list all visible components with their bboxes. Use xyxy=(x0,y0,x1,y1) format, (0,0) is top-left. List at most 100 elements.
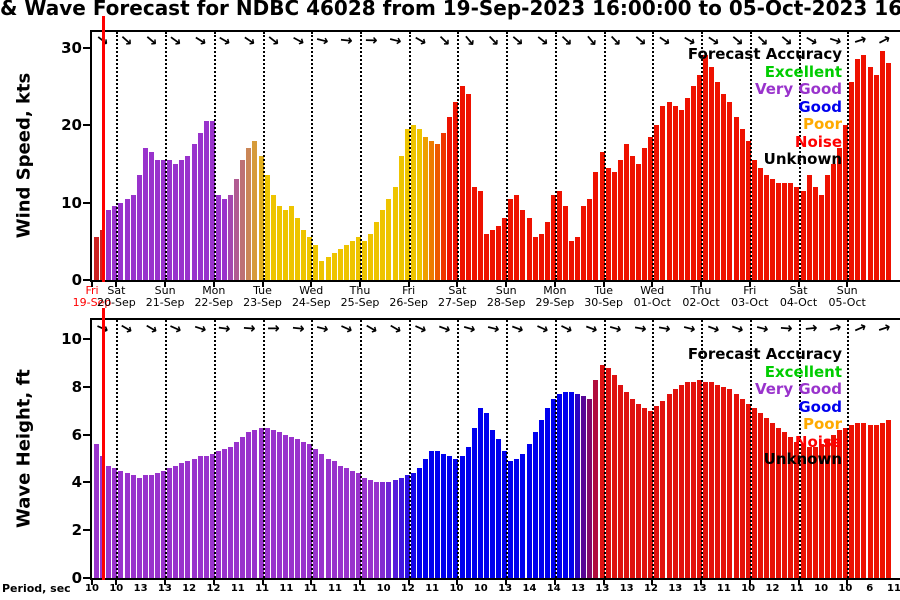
x-tick-mark xyxy=(651,282,654,287)
x-tick-mark xyxy=(261,580,264,585)
wind-speed-bar xyxy=(593,171,599,280)
wind-speed-bar xyxy=(569,241,575,280)
date-text: 03-Oct xyxy=(731,295,769,309)
wind-speed-bar xyxy=(331,252,337,280)
y-tick-mark xyxy=(83,338,91,341)
wind-speed-bar xyxy=(824,175,830,280)
wave-height-bar xyxy=(757,413,763,578)
date-tick-label: Sat 20-Sep xyxy=(93,285,139,308)
day-name: Thu xyxy=(349,284,371,297)
day-gridline xyxy=(360,320,362,578)
wave-height-bar xyxy=(362,477,367,578)
day-gridline xyxy=(749,320,752,578)
wave-height-bar xyxy=(422,458,428,578)
x-tick-mark xyxy=(164,580,167,585)
wave-height-bar xyxy=(764,417,769,578)
day-name: Mon xyxy=(202,284,226,297)
day-gridline xyxy=(213,32,216,280)
wind-speed-bar xyxy=(605,167,611,280)
day-gridline xyxy=(847,32,850,280)
wave-height-bar xyxy=(386,482,392,578)
wave-height-bar xyxy=(721,386,727,578)
wind-speed-bar xyxy=(764,175,769,280)
legend-excellent: Excellent xyxy=(764,62,842,81)
wind-speed-bar xyxy=(161,159,166,280)
wind-speed-bar xyxy=(496,225,501,280)
wave-height-bar xyxy=(660,401,666,578)
wave-height-direction-arrow: → xyxy=(728,317,747,339)
wind-speed-bar xyxy=(709,66,715,280)
wave-height-bar xyxy=(118,470,124,578)
legend-good: Good xyxy=(798,97,842,116)
wave-height-bar xyxy=(136,477,142,578)
wind-speed-bar xyxy=(526,218,532,280)
wind-speed-bar xyxy=(672,105,678,280)
wind-speed-bar xyxy=(642,148,648,280)
wave-height-bar xyxy=(526,444,532,578)
wave-height-bar xyxy=(234,441,240,578)
wind-speed-bar xyxy=(837,148,843,280)
wind-speed-direction-arrow: → xyxy=(238,29,260,52)
x-tick-mark xyxy=(602,580,605,585)
period-value: 11 xyxy=(230,583,245,594)
wave-height-direction-arrow: → xyxy=(557,317,577,339)
wave-height-bar xyxy=(459,456,465,578)
wave-height-bar xyxy=(538,420,544,578)
wind-speed-bar xyxy=(849,82,855,280)
wave-height-bar xyxy=(447,456,453,578)
wind-speed-bar xyxy=(435,144,441,280)
wave-height-bar xyxy=(611,374,617,578)
wave-height-direction-arrow: → xyxy=(141,317,162,340)
wave-height-direction-arrow: → xyxy=(267,319,280,337)
day-name: Mon xyxy=(543,284,567,297)
wave-height-direction-arrow: → xyxy=(704,317,723,339)
date-text: 22-Sep xyxy=(194,295,234,309)
date-text: 27-Sep xyxy=(438,295,477,309)
date-tick-label: Sat 04-Oct xyxy=(776,285,822,308)
period-value: 14 xyxy=(546,583,561,594)
wave-height-bar xyxy=(642,408,648,578)
wave-height-bar xyxy=(295,439,300,578)
y-tick-mark xyxy=(83,46,91,49)
wind-speed-bar xyxy=(288,206,294,280)
x-tick-mark xyxy=(797,282,800,287)
legend-unknown: Unknown xyxy=(763,450,842,468)
wind-speed-direction-arrow: → xyxy=(288,29,308,51)
wind-speed-bar xyxy=(416,128,422,280)
wind-speed-bar xyxy=(483,233,489,280)
wind-speed-bar xyxy=(690,86,696,280)
day-gridline xyxy=(749,32,752,280)
wave-height-bar xyxy=(739,398,745,578)
wave-height-bar xyxy=(654,406,660,578)
wind-speed-direction-arrow: → xyxy=(263,29,285,52)
wind-speed-bar xyxy=(398,156,404,280)
wind-speed-bar xyxy=(788,183,794,280)
wave-height-direction-arrow: → xyxy=(460,317,478,339)
day-name: Thu xyxy=(690,284,712,297)
wave-height-chart: →→→→→→→→→→→→→→→→→→→→→→→→→→→→→→→→→Forecas… xyxy=(90,317,900,580)
x-tick-mark xyxy=(261,282,264,287)
wind-speed-bar xyxy=(770,179,776,280)
date-tick-label: Sun 28-Sep xyxy=(483,285,529,308)
day-gridline xyxy=(847,320,850,578)
wind-speed-direction-arrow: → xyxy=(654,29,675,52)
x-tick-mark xyxy=(359,282,361,287)
wave-height-bar xyxy=(648,410,654,578)
wind-speed-direction-arrow: → xyxy=(850,29,869,51)
wave-height-direction-arrow: → xyxy=(166,317,186,339)
wave-height-bar xyxy=(678,384,684,578)
day-name: Fri xyxy=(85,284,99,297)
wind-speed-bar xyxy=(556,190,562,280)
wind-speed-bar xyxy=(362,241,367,280)
wave-height-direction-arrow: → xyxy=(803,318,819,338)
day-gridline xyxy=(408,320,411,578)
legend-very-good: Very Good xyxy=(754,380,842,398)
x-tick-mark xyxy=(310,282,313,287)
wind-speed-bar xyxy=(611,171,617,280)
x-tick-mark xyxy=(553,580,556,585)
wind-speed-direction-arrow: → xyxy=(190,29,211,52)
wind-speed-bar xyxy=(374,221,380,280)
wave-height-direction-arrow: → xyxy=(582,317,601,339)
wind-speed-direction-arrow: → xyxy=(214,29,235,52)
day-gridline xyxy=(506,320,509,578)
